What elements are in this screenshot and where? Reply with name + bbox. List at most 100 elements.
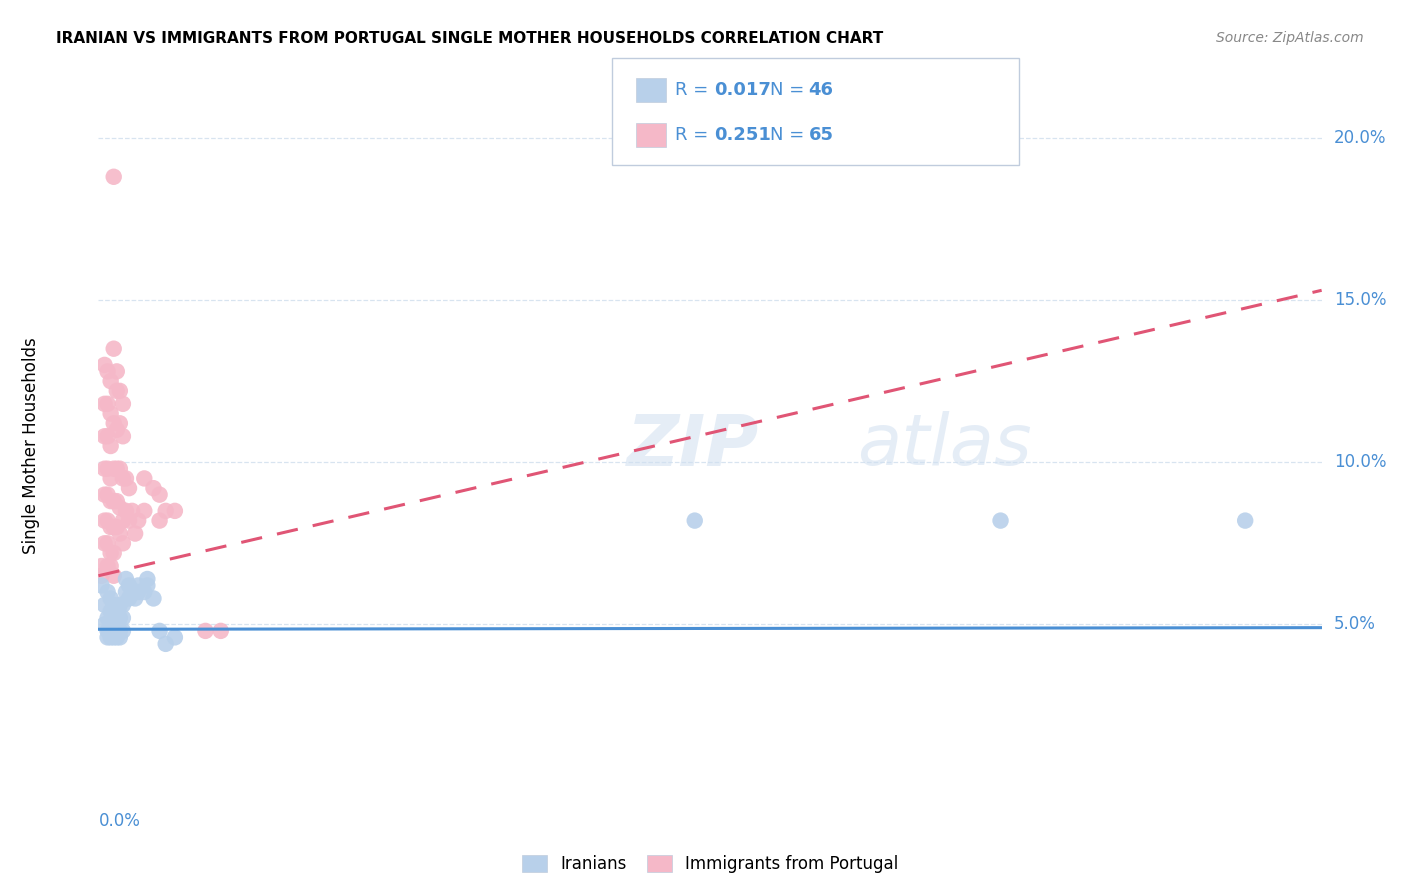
Point bbox=[97, 488, 120, 502]
Point bbox=[97, 559, 120, 574]
Point bbox=[103, 624, 125, 638]
Point bbox=[100, 494, 122, 508]
Point bbox=[97, 631, 120, 645]
Point bbox=[136, 578, 159, 592]
Point bbox=[683, 514, 706, 528]
Point bbox=[100, 407, 122, 421]
Point bbox=[136, 572, 159, 586]
Point bbox=[149, 514, 172, 528]
Point bbox=[103, 598, 125, 612]
Point bbox=[111, 397, 134, 411]
Point bbox=[90, 559, 112, 574]
Text: atlas: atlas bbox=[856, 411, 1032, 481]
Point bbox=[111, 611, 134, 625]
Legend: Iranians, Immigrants from Portugal: Iranians, Immigrants from Portugal bbox=[515, 848, 905, 880]
Point bbox=[100, 617, 122, 632]
Point bbox=[100, 374, 122, 388]
Point bbox=[115, 585, 138, 599]
Point bbox=[105, 461, 128, 475]
Point bbox=[103, 546, 125, 560]
Point bbox=[1234, 514, 1257, 528]
Point bbox=[105, 384, 128, 398]
Text: 0.017: 0.017 bbox=[714, 81, 770, 99]
Point bbox=[163, 631, 186, 645]
Point bbox=[97, 611, 120, 625]
Point bbox=[93, 617, 115, 632]
Point bbox=[100, 631, 122, 645]
Text: 46: 46 bbox=[808, 81, 834, 99]
Text: 0.251: 0.251 bbox=[714, 126, 770, 144]
Point bbox=[124, 591, 146, 606]
Point bbox=[108, 526, 131, 541]
Point bbox=[97, 429, 120, 443]
Point bbox=[97, 514, 120, 528]
Point bbox=[108, 417, 131, 431]
Point bbox=[209, 624, 232, 638]
Point bbox=[100, 546, 122, 560]
Point bbox=[127, 585, 149, 599]
Text: 65: 65 bbox=[808, 126, 834, 144]
Point bbox=[103, 494, 125, 508]
Point bbox=[115, 572, 138, 586]
Point bbox=[105, 423, 128, 437]
Point bbox=[121, 504, 143, 518]
Point bbox=[111, 429, 134, 443]
Point bbox=[108, 384, 131, 398]
Point bbox=[103, 461, 125, 475]
Point bbox=[90, 568, 112, 582]
Point bbox=[93, 488, 115, 502]
Text: ZIP: ZIP bbox=[627, 411, 759, 481]
Text: R =: R = bbox=[675, 126, 714, 144]
Point bbox=[97, 461, 120, 475]
Point bbox=[108, 611, 131, 625]
Text: 20.0%: 20.0% bbox=[1334, 128, 1386, 147]
Point bbox=[142, 591, 165, 606]
Point bbox=[121, 585, 143, 599]
Point bbox=[103, 342, 125, 356]
Point bbox=[105, 631, 128, 645]
Point bbox=[103, 520, 125, 534]
Point bbox=[100, 471, 122, 485]
Text: Source: ZipAtlas.com: Source: ZipAtlas.com bbox=[1216, 31, 1364, 45]
Point bbox=[105, 364, 128, 378]
Point bbox=[134, 585, 156, 599]
Point bbox=[97, 536, 120, 550]
Point bbox=[93, 598, 115, 612]
Point bbox=[134, 471, 156, 485]
Text: N =: N = bbox=[770, 81, 810, 99]
Point bbox=[103, 611, 125, 625]
Point bbox=[155, 637, 177, 651]
Point bbox=[118, 591, 141, 606]
Point bbox=[105, 611, 128, 625]
Text: 15.0%: 15.0% bbox=[1334, 291, 1386, 309]
Text: 0.0%: 0.0% bbox=[98, 812, 141, 830]
Point bbox=[93, 536, 115, 550]
Point bbox=[97, 585, 120, 599]
Point bbox=[105, 604, 128, 618]
Point bbox=[118, 578, 141, 592]
Point bbox=[108, 624, 131, 638]
Point bbox=[111, 536, 134, 550]
Point bbox=[115, 504, 138, 518]
Point bbox=[100, 591, 122, 606]
Point bbox=[103, 617, 125, 632]
Point bbox=[100, 604, 122, 618]
Point bbox=[108, 500, 131, 515]
Point bbox=[115, 471, 138, 485]
Point bbox=[108, 598, 131, 612]
Point bbox=[111, 598, 134, 612]
Point bbox=[127, 514, 149, 528]
Point bbox=[149, 624, 172, 638]
Point bbox=[194, 624, 217, 638]
Point bbox=[111, 471, 134, 485]
Text: IRANIAN VS IMMIGRANTS FROM PORTUGAL SINGLE MOTHER HOUSEHOLDS CORRELATION CHART: IRANIAN VS IMMIGRANTS FROM PORTUGAL SING… bbox=[56, 31, 883, 46]
Point bbox=[103, 417, 125, 431]
Point bbox=[90, 578, 112, 592]
Point bbox=[142, 481, 165, 495]
Point bbox=[149, 488, 172, 502]
Point bbox=[105, 520, 128, 534]
Text: Single Mother Households: Single Mother Households bbox=[22, 338, 41, 554]
Point bbox=[100, 439, 122, 453]
Point bbox=[97, 397, 120, 411]
Point bbox=[155, 504, 177, 518]
